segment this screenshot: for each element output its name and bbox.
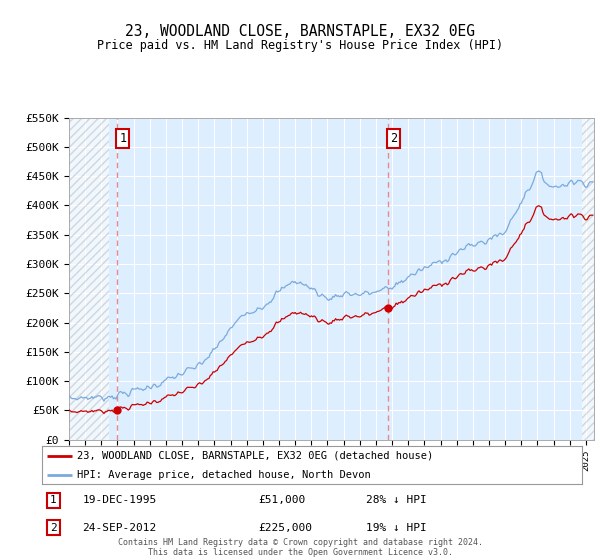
Text: 19-DEC-1995: 19-DEC-1995 (83, 496, 157, 506)
Text: HPI: Average price, detached house, North Devon: HPI: Average price, detached house, Nort… (77, 470, 371, 480)
Text: Contains HM Land Registry data © Crown copyright and database right 2024.
This d: Contains HM Land Registry data © Crown c… (118, 538, 482, 557)
Text: 23, WOODLAND CLOSE, BARNSTAPLE, EX32 0EG: 23, WOODLAND CLOSE, BARNSTAPLE, EX32 0EG (125, 24, 475, 39)
Text: 2: 2 (390, 132, 397, 144)
Bar (69, 118, 109, 440)
Text: 28% ↓ HPI: 28% ↓ HPI (366, 496, 427, 506)
Text: 24-SEP-2012: 24-SEP-2012 (83, 522, 157, 533)
Text: £51,000: £51,000 (258, 496, 305, 506)
Text: 19% ↓ HPI: 19% ↓ HPI (366, 522, 427, 533)
Text: £225,000: £225,000 (258, 522, 312, 533)
Text: 23, WOODLAND CLOSE, BARNSTAPLE, EX32 0EG (detached house): 23, WOODLAND CLOSE, BARNSTAPLE, EX32 0EG… (77, 451, 433, 461)
Bar (582, 118, 594, 440)
Text: 2: 2 (50, 522, 57, 533)
Text: Price paid vs. HM Land Registry's House Price Index (HPI): Price paid vs. HM Land Registry's House … (97, 39, 503, 52)
Text: 1: 1 (50, 496, 57, 506)
Text: 1: 1 (119, 132, 127, 144)
